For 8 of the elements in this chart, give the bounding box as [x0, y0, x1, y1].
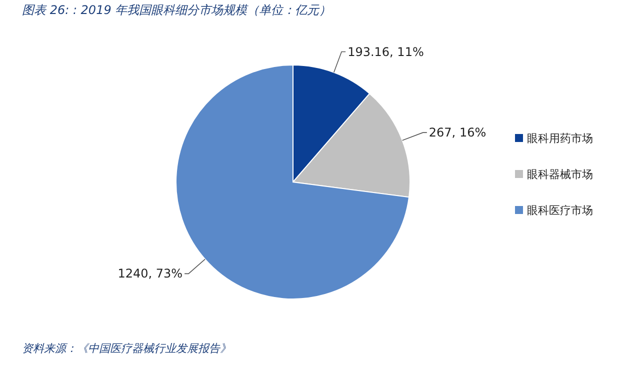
data-label: 193.16, 11%	[348, 44, 424, 59]
text: 资料来源：《中国医疗器械行业发展报告》	[22, 342, 231, 355]
legend-label: 眼科用药市场	[527, 132, 593, 145]
data-label: 1240, 73%	[118, 266, 183, 281]
legend-label: 眼科医疗市场	[527, 204, 593, 217]
legend-label: 眼科器械市场	[527, 168, 593, 181]
chart-title: 图表 26: : 2019 年我国眼科细分市场规模（单位：亿元）	[22, 3, 332, 17]
data-label: 267, 16%	[428, 126, 486, 140]
